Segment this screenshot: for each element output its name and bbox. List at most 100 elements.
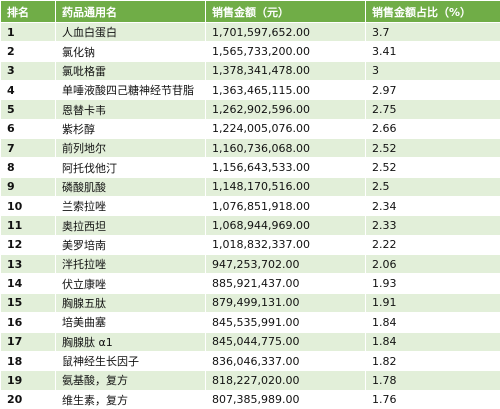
table-cell: 胸腺五肽 bbox=[55, 292, 206, 314]
table-cell: 1.91 bbox=[365, 292, 500, 314]
table-cell: 11 bbox=[0, 215, 56, 236]
table-cell: 20 bbox=[0, 389, 56, 409]
table-cell: 19 bbox=[0, 370, 56, 391]
table-row: 7 前列地尔 1,160,736,068.00 2.52 bbox=[0, 138, 500, 159]
table-cell: 8 bbox=[0, 157, 56, 178]
table-row: 3 氯吡格雷 1,378,341,478.00 3 bbox=[0, 60, 500, 82]
table-cell: 美罗培南 bbox=[55, 234, 206, 256]
table-row: 6 紫杉醇 1,224,005,076.00 2.66 bbox=[0, 118, 500, 140]
table-cell: 17 bbox=[0, 331, 56, 352]
table-cell: 2.33 bbox=[365, 215, 500, 236]
table-cell: 前列地尔 bbox=[55, 138, 206, 159]
table-cell: 3.7 bbox=[365, 21, 500, 43]
table-row: 19 氨基酸，复方 818,227,020.00 1.78 bbox=[0, 370, 500, 391]
table-row: 14 伏立康唑 885,921,437.00 1.93 bbox=[0, 273, 500, 294]
table-cell: 培美曲塞 bbox=[55, 312, 206, 333]
table-cell: 4 bbox=[0, 80, 56, 101]
table-cell: 磷酸肌酸 bbox=[55, 176, 206, 198]
table-cell: 1.78 bbox=[365, 370, 500, 391]
table-cell: 阿托伐他汀 bbox=[55, 157, 206, 178]
table-row: 4 单唾液酸四己糖神经节苷脂 1,363,465,115.00 2.97 bbox=[0, 80, 500, 101]
table-cell: 2.52 bbox=[365, 157, 500, 178]
table-cell: 1,378,341,478.00 bbox=[205, 60, 366, 82]
table-cell: 紫杉醇 bbox=[55, 118, 206, 140]
table-cell: 氨基酸，复方 bbox=[55, 370, 206, 391]
table-cell: 1,156,643,533.00 bbox=[205, 157, 366, 178]
table-cell: 泮托拉唑 bbox=[55, 254, 206, 275]
table-cell: 恩替卡韦 bbox=[55, 99, 206, 120]
table-row: 17 胸腺肽 α1 845,044,775.00 1.84 bbox=[0, 331, 500, 352]
table-cell: 氯化钠 bbox=[55, 41, 206, 62]
header-row: 排名 药品通用名 销售金额（元） 销售金额占比（%） bbox=[0, 0, 500, 23]
table-cell: 1,018,832,337.00 bbox=[205, 234, 366, 256]
table-row: 16 培美曲塞 845,535,991.00 1.84 bbox=[0, 312, 500, 333]
table-cell: 15 bbox=[0, 292, 56, 314]
table-cell: 13 bbox=[0, 254, 56, 275]
table-cell: 3 bbox=[365, 60, 500, 82]
table-cell: 5 bbox=[0, 99, 56, 120]
table-cell: 单唾液酸四己糖神经节苷脂 bbox=[55, 80, 206, 101]
table-cell: 807,385,989.00 bbox=[205, 389, 366, 409]
table-cell: 1,262,902,596.00 bbox=[205, 99, 366, 120]
table-row: 18 鼠神经生长因子 836,046,337.00 1.82 bbox=[0, 350, 500, 372]
table-cell: 氯吡格雷 bbox=[55, 60, 206, 82]
table-cell: 1.93 bbox=[365, 273, 500, 294]
table-cell: 3.41 bbox=[365, 41, 500, 62]
table-cell: 879,499,131.00 bbox=[205, 292, 366, 314]
header-cell: 销售金额（元） bbox=[205, 0, 366, 23]
table-cell: 1,148,170,516.00 bbox=[205, 176, 366, 198]
table-cell: 16 bbox=[0, 312, 56, 333]
table-cell: 2.22 bbox=[365, 234, 500, 256]
table-cell: 2.06 bbox=[365, 254, 500, 275]
table-cell: 2 bbox=[0, 41, 56, 62]
table-row: 12 美罗培南 1,018,832,337.00 2.22 bbox=[0, 234, 500, 256]
table-cell: 2.5 bbox=[365, 176, 500, 198]
table-cell: 1.84 bbox=[365, 312, 500, 333]
table-cell: 1.84 bbox=[365, 331, 500, 352]
table-cell: 兰索拉唑 bbox=[55, 196, 206, 217]
table-cell: 1,068,944,969.00 bbox=[205, 215, 366, 236]
table-cell: 1.76 bbox=[365, 389, 500, 409]
header-cell: 销售金额占比（%） bbox=[365, 0, 500, 23]
table-row: 15 胸腺五肽 879,499,131.00 1.91 bbox=[0, 292, 500, 314]
table-cell: 胸腺肽 α1 bbox=[55, 331, 206, 352]
table-cell: 18 bbox=[0, 350, 56, 372]
table-cell: 818,227,020.00 bbox=[205, 370, 366, 391]
table-cell: 885,921,437.00 bbox=[205, 273, 366, 294]
header-cell: 排名 bbox=[0, 0, 56, 23]
table-cell: 1,701,597,652.00 bbox=[205, 21, 366, 43]
header-cell: 药品通用名 bbox=[55, 0, 206, 23]
table-row: 11 奥拉西坦 1,068,944,969.00 2.33 bbox=[0, 215, 500, 236]
table-cell: 2.97 bbox=[365, 80, 500, 101]
table-cell: 6 bbox=[0, 118, 56, 140]
table-cell: 伏立康唑 bbox=[55, 273, 206, 294]
table-row: 5 恩替卡韦 1,262,902,596.00 2.75 bbox=[0, 99, 500, 120]
table-cell: 2.75 bbox=[365, 99, 500, 120]
table-cell: 奥拉西坦 bbox=[55, 215, 206, 236]
table-row: 20 维生素，复方 807,385,989.00 1.76 bbox=[0, 389, 500, 409]
table-cell: 1.82 bbox=[365, 350, 500, 372]
table-cell: 10 bbox=[0, 196, 56, 217]
table-cell: 1 bbox=[0, 21, 56, 43]
table-cell: 845,535,991.00 bbox=[205, 312, 366, 333]
table-cell: 14 bbox=[0, 273, 56, 294]
table-cell: 1,160,736,068.00 bbox=[205, 138, 366, 159]
table-cell: 1,363,465,115.00 bbox=[205, 80, 366, 101]
table-cell: 12 bbox=[0, 234, 56, 256]
table-cell: 7 bbox=[0, 138, 56, 159]
table-cell: 维生素，复方 bbox=[55, 389, 206, 409]
table-cell: 1,224,005,076.00 bbox=[205, 118, 366, 140]
table-cell: 人血白蛋白 bbox=[55, 21, 206, 43]
table-cell: 836,046,337.00 bbox=[205, 350, 366, 372]
table-row: 1 人血白蛋白 1,701,597,652.00 3.7 bbox=[0, 21, 500, 43]
table-body: 1 人血白蛋白 1,701,597,652.00 3.7 2 氯化钠 1,565,733,2… bbox=[0, 21, 500, 409]
table-cell: 1,565,733,200.00 bbox=[205, 41, 366, 62]
table-cell: 2.34 bbox=[365, 196, 500, 217]
table-cell: 1,076,851,918.00 bbox=[205, 196, 366, 217]
table-row: 9 磷酸肌酸 1,148,170,516.00 2.5 bbox=[0, 176, 500, 198]
table-cell: 845,044,775.00 bbox=[205, 331, 366, 352]
table-cell: 947,253,702.00 bbox=[205, 254, 366, 275]
table-row: 10 兰索拉唑 1,076,851,918.00 2.34 bbox=[0, 196, 500, 217]
table-cell: 鼠神经生长因子 bbox=[55, 350, 206, 372]
